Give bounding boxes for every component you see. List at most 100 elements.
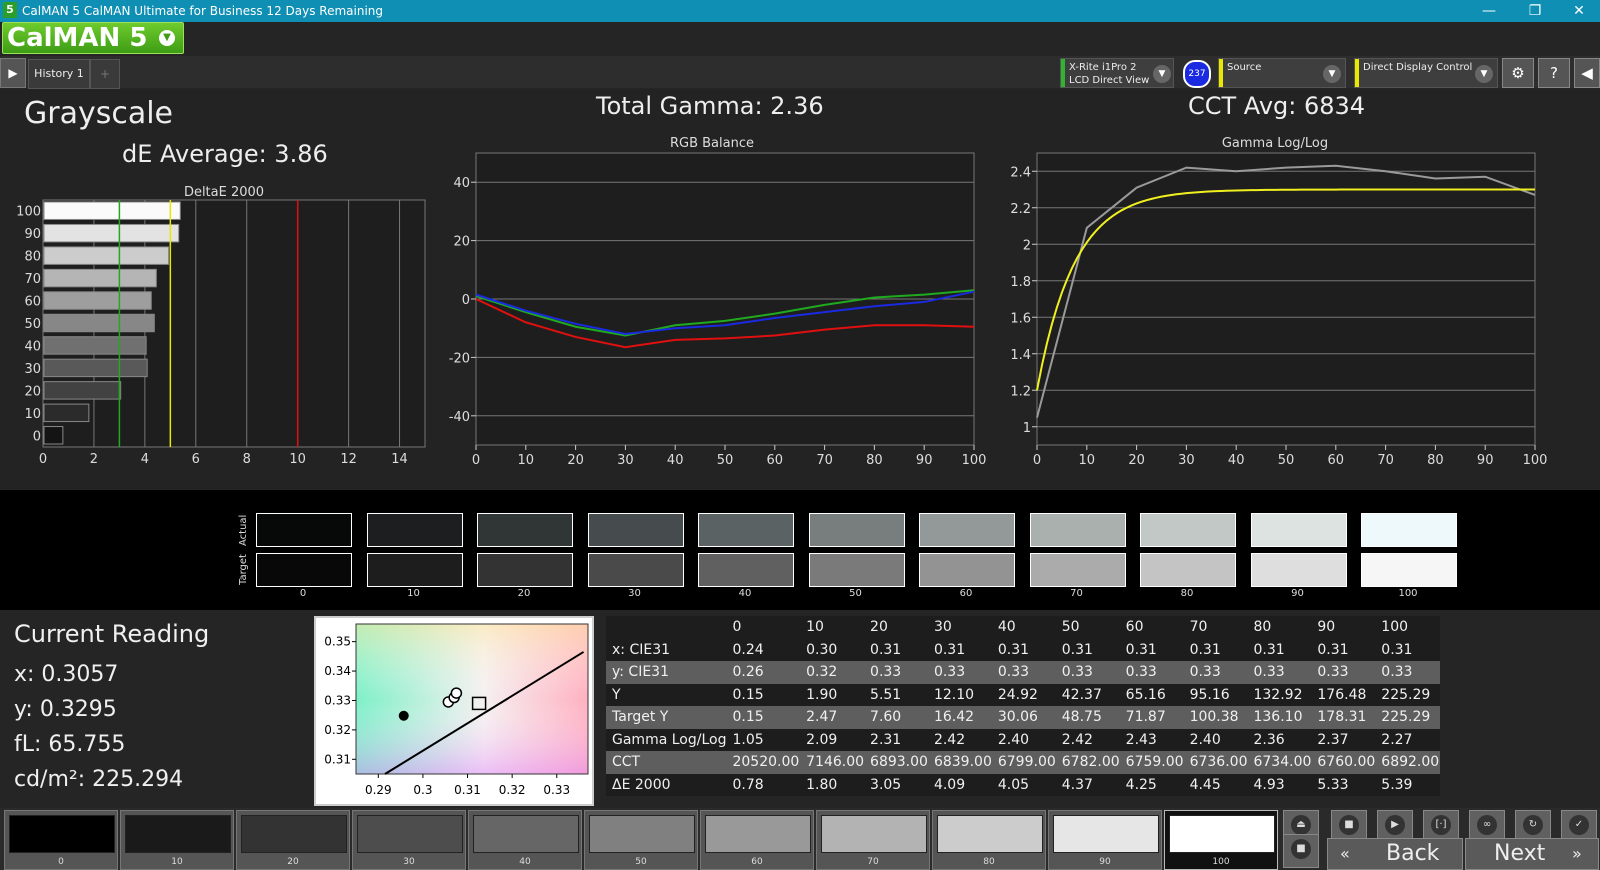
calman-logo-menu[interactable]: CalMAN 5 ▼ (2, 22, 184, 54)
table-cell: 6734.00 (1247, 751, 1312, 774)
column-header: 70 (1183, 616, 1248, 639)
table-row: CCT 20520.00 7146.00 6893.00 6839.00 6799.00 6… (606, 751, 1440, 774)
measurement-point (450, 687, 463, 699)
step-tile-label: 10 (171, 857, 183, 867)
step-tile[interactable]: 40 (468, 810, 582, 870)
chevron-down-icon[interactable]: ▼ (1475, 65, 1493, 83)
next-button[interactable]: Next » (1465, 838, 1599, 870)
column-header: 10 (800, 616, 865, 639)
chart-title: DeltaE 2000 (184, 185, 264, 200)
back-label: Back (1386, 841, 1440, 866)
source-selector[interactable]: Source ▼ (1218, 58, 1346, 88)
table-cell: 225.29 (1375, 706, 1440, 729)
step-tile[interactable]: 0 (4, 810, 118, 870)
step-tile[interactable]: 30 (352, 810, 466, 870)
actual-swatch (1361, 513, 1457, 547)
x-tick-label: 80 (866, 453, 883, 468)
logo-text: CalMAN 5 (7, 23, 148, 53)
data-table: 0 10 20 30 40 50 60 70 80 90 100 x: CIE31 0.24 0.30 0… (606, 616, 1440, 796)
step-tile[interactable]: 10 (120, 810, 234, 870)
meter-selector[interactable]: X-Rite i1Pro 2 LCD Direct View ▼ (1060, 58, 1174, 88)
x-tick-label: 0.32 (499, 783, 526, 797)
x-tick-label: 40 (1228, 453, 1245, 468)
table-cell: 2.31 (864, 728, 928, 751)
tab-history-1[interactable]: History 1 (28, 59, 90, 89)
expand-left-icon[interactable]: ▶ (0, 58, 26, 88)
table-cell: 0.33 (927, 661, 992, 684)
column-header: 40 (991, 616, 1056, 639)
display-control-selector[interactable]: Direct Display Control ▼ (1354, 58, 1498, 88)
x-tick-label: 2 (90, 452, 98, 467)
check-icon[interactable]: ✓ (1561, 810, 1597, 840)
step-tile-label: 50 (635, 857, 647, 867)
table-cell: 0.33 (864, 661, 928, 684)
table-cell: 2.42 (927, 728, 992, 751)
column-header: 30 (927, 616, 992, 639)
close-icon[interactable]: ✕ (1573, 3, 1585, 19)
step-tile[interactable]: 100 (1164, 810, 1278, 870)
step-tile-label: 90 (1099, 857, 1111, 867)
table-row: Y 0.15 1.90 5.51 12.10 24.92 42.37 65.16 95.16 13… (606, 683, 1440, 706)
x-tick-label: 0.29 (365, 783, 392, 797)
play-icon[interactable]: ▶ (1377, 810, 1413, 840)
blackbody-locus (384, 651, 585, 775)
step-tile[interactable]: 80 (932, 810, 1046, 870)
maximize-icon[interactable]: ❐ (1528, 3, 1542, 19)
series-line (1036, 188, 1536, 391)
y-tick-label: 1 (1023, 421, 1031, 436)
y-tick-label: -20 (449, 351, 470, 366)
table-cell: 65.16 (1119, 683, 1184, 706)
chevron-down-icon[interactable]: ▼ (1153, 65, 1171, 83)
record-stop-icon[interactable]: ■ (1283, 834, 1319, 868)
x-tick-label: 70 (816, 453, 833, 468)
measure-frame-icon[interactable]: [·] (1423, 810, 1459, 840)
step-tile[interactable]: 20 (236, 810, 350, 870)
deltae-bar (43, 223, 180, 243)
y-tick-label: 50 (24, 317, 41, 332)
table-cell: 0.31 (1375, 638, 1440, 661)
step-tile[interactable]: 60 (700, 810, 814, 870)
target-swatch (477, 553, 573, 587)
reading-fl: fL: 65.755 (14, 732, 126, 757)
table-cell: 5.51 (864, 683, 928, 706)
table-cell: 0.31 (927, 638, 992, 661)
y-tick-label: 0.34 (324, 664, 351, 678)
table-cell: Target Y (606, 706, 727, 729)
y-tick-label: 2.2 (1010, 202, 1031, 217)
meter-name: X-Rite i1Pro 2 (1069, 62, 1137, 73)
swatch-step-label: 20 (517, 588, 531, 599)
step-tile[interactable]: 90 (1048, 810, 1162, 870)
loop-icon[interactable]: ∞ (1469, 810, 1505, 840)
y-tick-label: 80 (24, 250, 41, 265)
table-cell: 48.75 (1055, 706, 1120, 729)
deltae-bar (43, 268, 157, 288)
meter-badge[interactable]: 237 (1183, 60, 1211, 88)
settings-gear-icon[interactable]: ⚙ (1502, 58, 1534, 88)
table-cell: 1.05 (726, 728, 801, 751)
step-tile-color (705, 815, 811, 853)
step-tile[interactable]: 50 (584, 810, 698, 870)
target-swatch (1029, 553, 1126, 587)
table-cell: 132.92 (1247, 683, 1312, 706)
help-icon[interactable]: ? (1538, 58, 1570, 88)
table-cell: 0.30 (800, 638, 865, 661)
step-tile-color (241, 815, 347, 853)
add-tab-button[interactable]: + (90, 59, 120, 89)
deltae-bar (43, 313, 155, 333)
step-tile[interactable]: 70 (816, 810, 930, 870)
table-cell: 0.31 (1119, 638, 1184, 661)
meter-mode: LCD Direct View (1069, 75, 1150, 86)
table-cell: Y (606, 683, 727, 706)
y-tick-label: -40 (449, 410, 470, 425)
minimize-icon[interactable]: — (1482, 3, 1496, 19)
y-tick-label: 0.35 (324, 635, 351, 649)
back-button[interactable]: « Back (1327, 838, 1463, 870)
stop-icon[interactable]: ■ (1331, 810, 1367, 840)
table-cell: 6799.00 (991, 751, 1056, 774)
table-cell: 6839.00 (927, 751, 992, 774)
step-tile-label: 60 (751, 857, 763, 867)
chevron-down-icon[interactable]: ▼ (1323, 65, 1341, 83)
app-icon: 5 (3, 2, 17, 18)
refresh-icon[interactable]: ↻ (1515, 810, 1551, 840)
table-cell: y: CIE31 (606, 661, 727, 684)
